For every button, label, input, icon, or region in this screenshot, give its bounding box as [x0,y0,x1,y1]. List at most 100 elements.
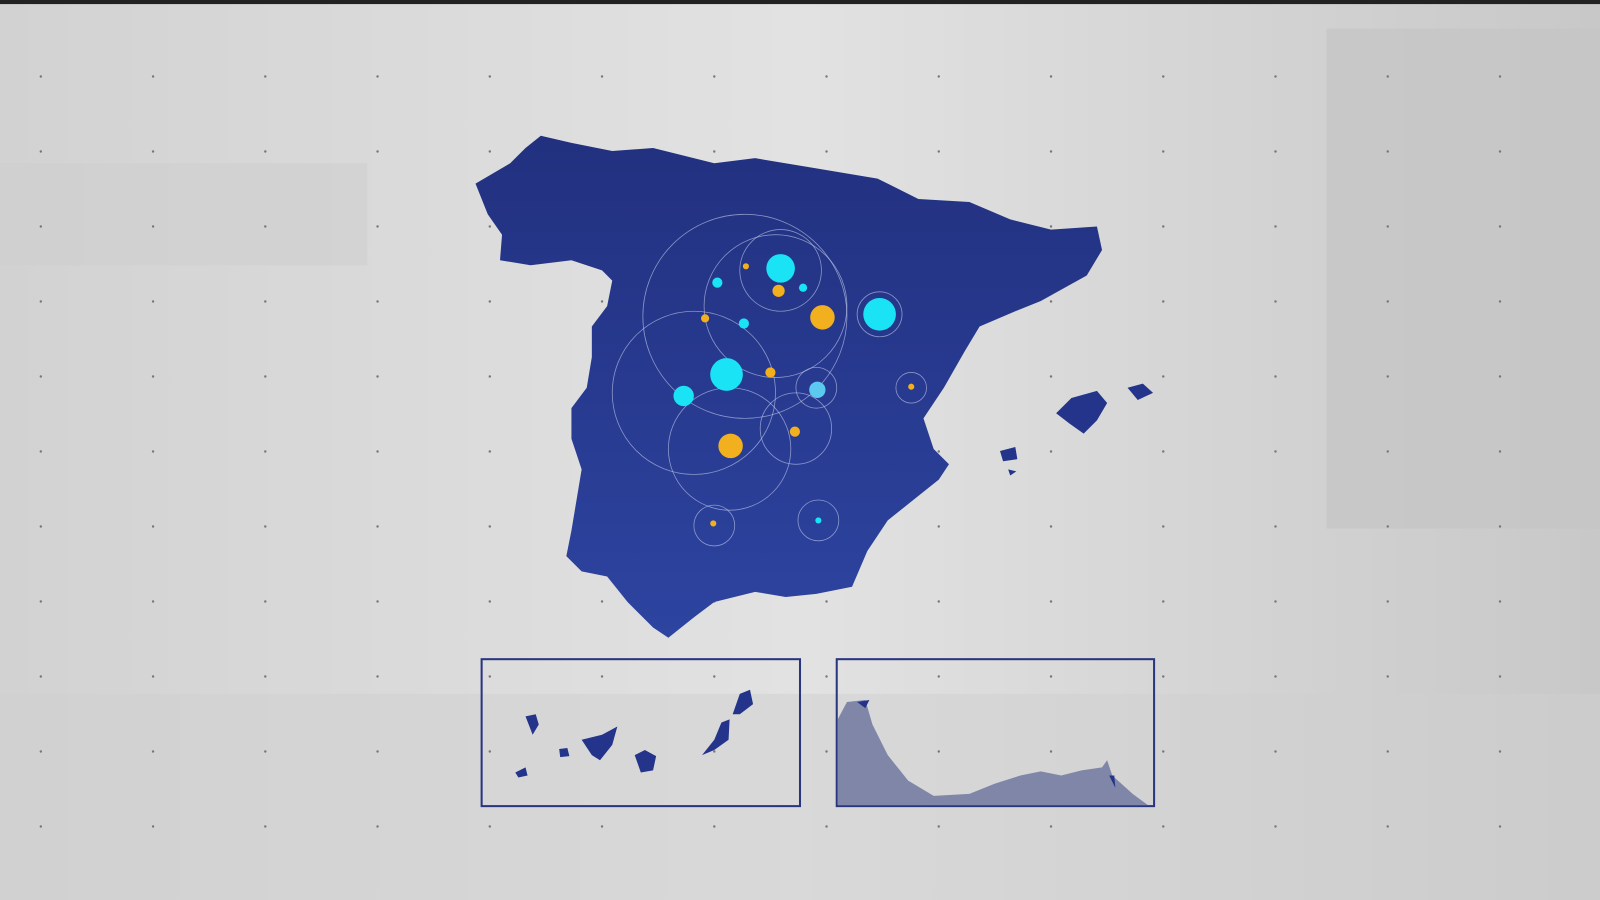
grid-dot [1274,375,1277,378]
grid-dot [39,825,43,828]
grid-dot [264,525,267,528]
grid-dot [1386,675,1389,678]
data-marker [772,284,785,297]
grid-dot [1386,525,1389,528]
grid-dot [264,375,267,378]
data-marker [712,277,723,288]
grid-dot [376,225,379,228]
grid-dot [1049,150,1053,153]
grid-dot [488,75,492,78]
grid-dot [488,600,492,603]
grid-dot [1498,750,1502,753]
data-marker [718,433,743,459]
grid-dot [151,450,155,453]
grid-dot [1274,750,1277,753]
grid-dot [937,675,940,678]
grid-dot [39,750,43,753]
grid-dot [1386,375,1389,378]
background-panel [0,163,368,266]
grid-dot [1049,450,1053,453]
grid-dot [1162,150,1165,153]
inset-frame [480,658,802,808]
grid-dot [376,525,379,528]
marker-rings [611,213,927,547]
data-marker [742,263,749,270]
data-marker [810,305,835,330]
grid-dot [151,300,155,303]
grid-dot [1162,825,1165,828]
marker-ring [856,291,903,338]
grid-dot [1162,600,1165,603]
data-marker [701,314,710,323]
grid-dot [1498,600,1502,603]
marker-ring [703,234,848,378]
grid-dot [264,825,267,828]
data-marker [766,254,795,283]
grid-dot [39,525,43,528]
grid-dot [1162,75,1165,78]
top-bar [0,0,1600,5]
grid-dot [1162,675,1165,678]
grid-dot [825,750,828,753]
grid-dot [376,825,379,828]
grid-dot [1498,75,1502,78]
grid-dot [713,750,716,753]
grid-dot [1274,600,1277,603]
grid-dot [937,600,940,603]
grid-dot [1274,75,1277,78]
grid-dot [1274,675,1277,678]
grid-dot [825,600,828,603]
grid-dot [1049,525,1053,528]
marker-ring [797,499,840,542]
data-marker [789,426,800,437]
grid-dot [376,150,379,153]
grid-dot [151,600,155,603]
grid-dot [1386,300,1389,303]
grid-dot [1049,75,1053,78]
grid-dot [376,600,379,603]
grid-dot [713,825,716,828]
grid-dot [1049,675,1053,678]
grid-dot [488,750,492,753]
data-marker [809,381,826,398]
grid-dot [264,225,267,228]
grid-dot [151,675,155,678]
grid-dot [488,450,492,453]
balearic-islands-map [1000,383,1154,476]
grid-dot [825,675,828,678]
inset-frame [835,658,1156,808]
grid-dot [39,675,43,678]
grid-dot [1049,825,1053,828]
grid-dot [151,75,155,78]
grid-dot [1274,825,1277,828]
grid-dot [937,75,940,78]
marker-ring [759,392,833,465]
grid-dot [1274,150,1277,153]
grid-dot [713,675,716,678]
grid-dot [376,300,379,303]
grid-dot [39,300,43,303]
grid-dot [264,600,267,603]
grid-dot [39,600,43,603]
grid-dot [376,75,379,78]
data-marker [765,367,776,378]
grid-dot [1049,300,1053,303]
data-marker [738,318,749,329]
grid-dot [825,825,828,828]
grid-dot [1498,825,1502,828]
marker-ring [693,504,736,547]
grid-dot [1049,600,1053,603]
grid-dot [376,750,379,753]
grid-dot [1162,450,1165,453]
grid-dot [1162,300,1165,303]
grid-dot [1162,225,1165,228]
data-marker [908,383,915,390]
marker-ring [611,310,776,475]
grid-dot [1162,375,1165,378]
grid-dot [264,750,267,753]
data-marker [710,520,717,527]
data-marker [673,385,694,407]
grid-dot [151,525,155,528]
grid-dot [937,150,940,153]
marker-ring [739,229,822,312]
